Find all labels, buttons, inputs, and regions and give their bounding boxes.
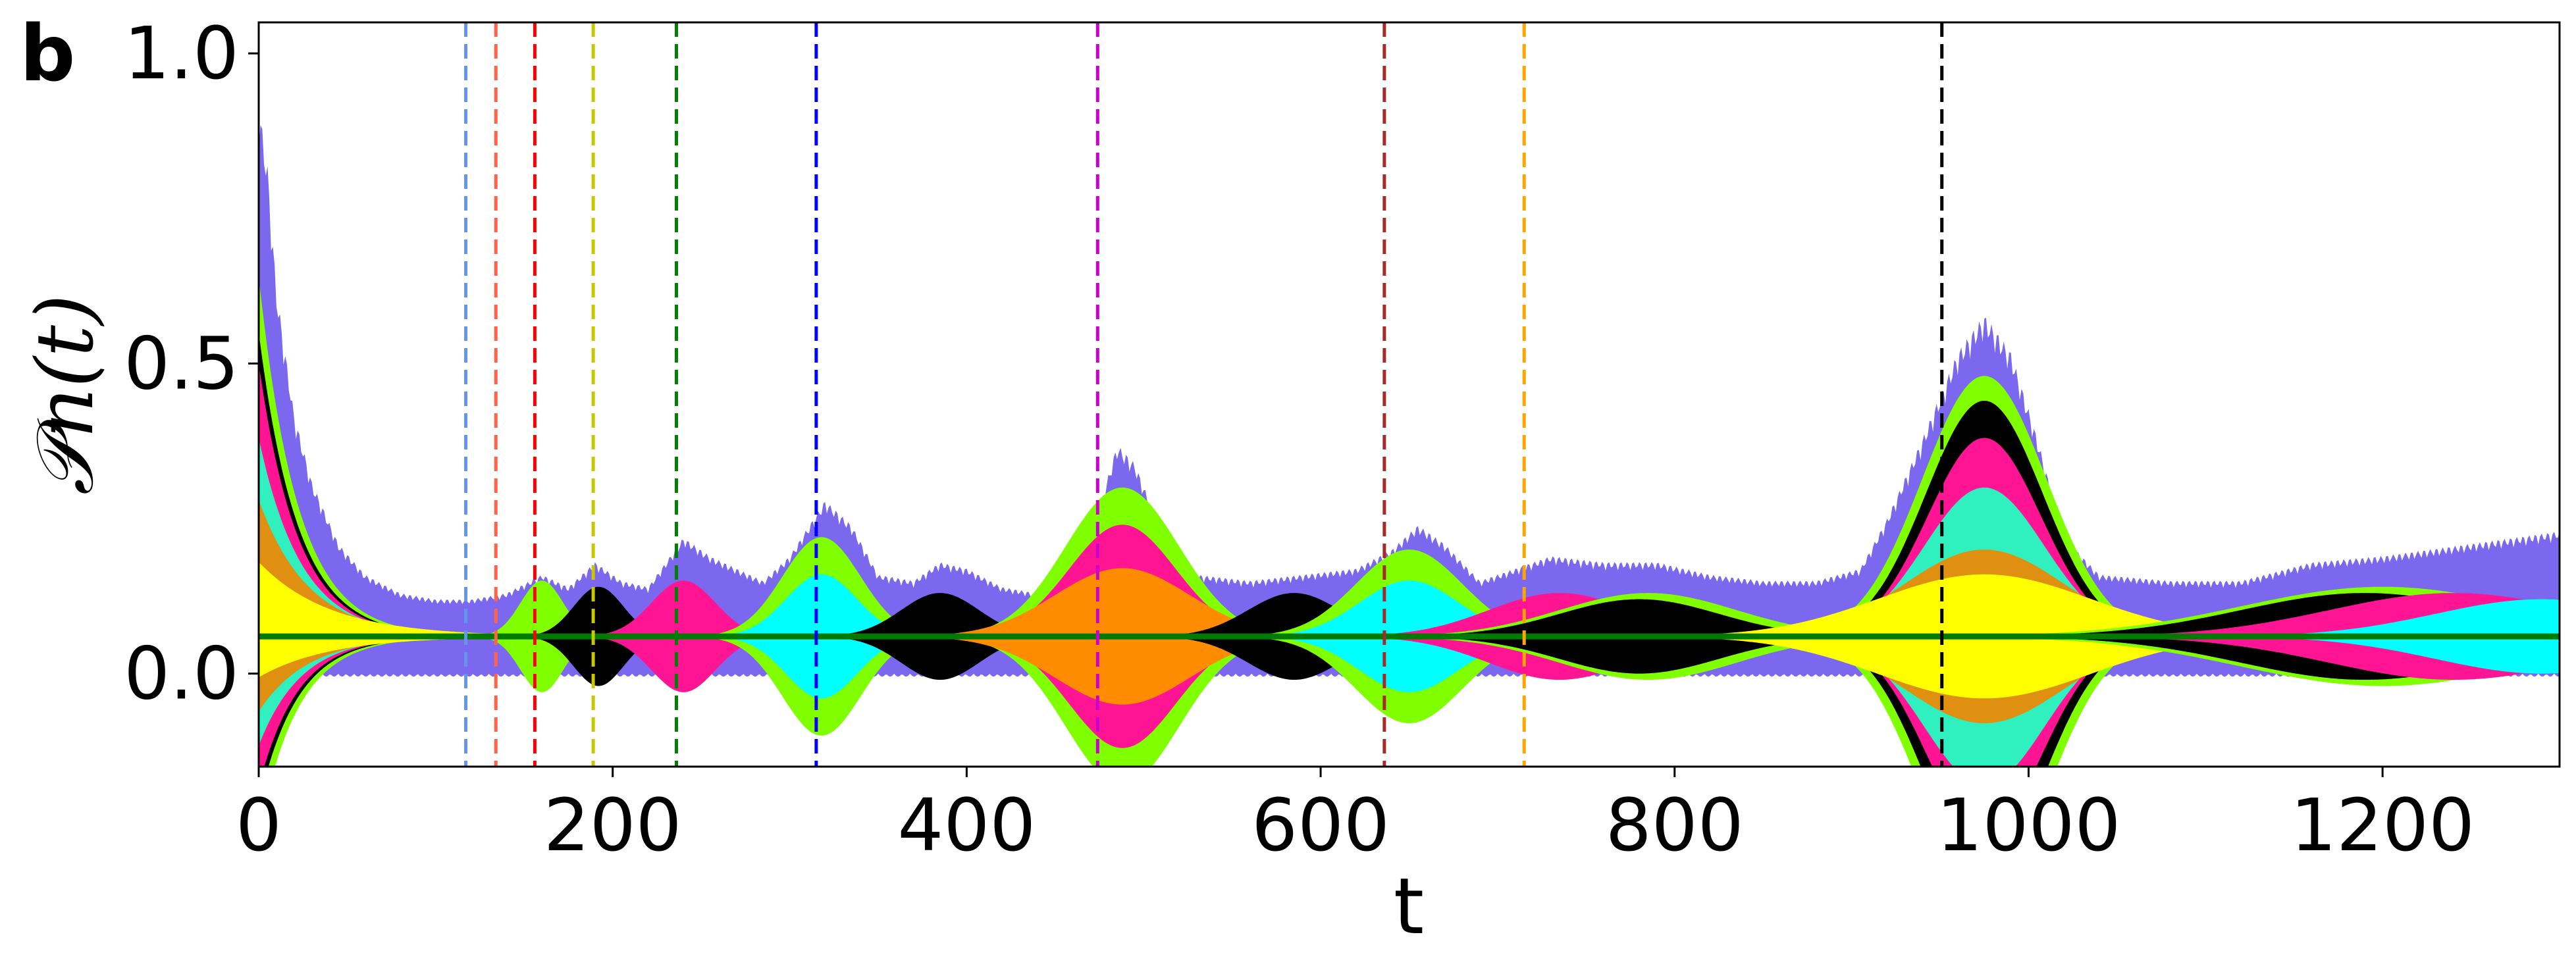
- y-tick-label-0: 0.0: [124, 632, 239, 716]
- y-axis: 0.0 0.5 1.0: [124, 11, 259, 716]
- x-tick-label-3: 600: [1251, 783, 1390, 867]
- x-tick-label-1: 200: [544, 783, 682, 867]
- x-axis-label: t: [1394, 861, 1424, 952]
- initial-decay-band-5: [259, 562, 684, 678]
- x-tick-label-2: 400: [897, 783, 1036, 867]
- y-tick-label-2: 1.0: [124, 11, 239, 95]
- panel-label: b: [20, 8, 75, 99]
- x-tick-label-5: 1000: [1936, 783, 2120, 867]
- initial-decay-band-2: [259, 363, 492, 767]
- x-axis: 0 200 400 600 800 1000 1200: [236, 767, 2475, 867]
- plot-area: [259, 22, 2560, 767]
- x-tick-label-0: 0: [236, 783, 282, 867]
- y-tick-label-1: 0.5: [124, 321, 239, 405]
- x-tick-label-6: 1200: [2290, 783, 2475, 867]
- x-tick-label-4: 800: [1606, 783, 1744, 867]
- plot-frame: [257, 21, 2561, 768]
- y-axis-label: 𝒫n(t): [20, 294, 111, 496]
